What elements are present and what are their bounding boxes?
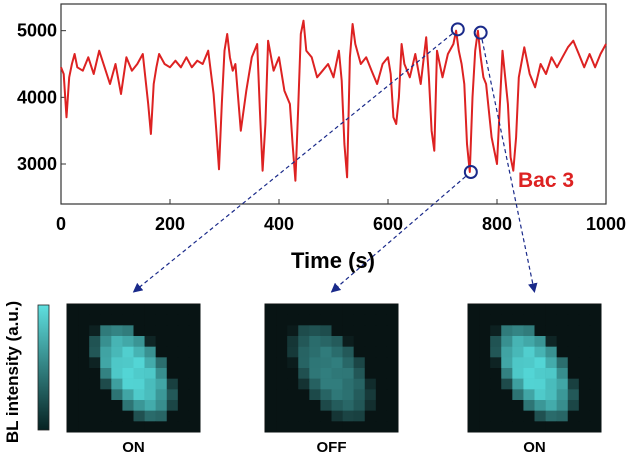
connector-arrow [330, 176, 466, 293]
intensity-colorbar [37, 304, 50, 431]
connector-arrow [132, 33, 453, 293]
highlight-marker [450, 22, 465, 37]
x-tick-label: 800 [482, 214, 512, 234]
bacterium-panel-3: ON [467, 303, 602, 456]
x-axis-label: Time (s) [291, 248, 375, 273]
bacteria-panels: ON OFF ON [66, 303, 602, 456]
y-tick-label: 5000 [17, 21, 57, 41]
y-tick-label: 4000 [17, 87, 57, 107]
y-axis-ticks: 3000 4000 5000 [17, 21, 66, 174]
panel-state-label: ON [122, 439, 145, 456]
highlighted-markers [450, 22, 488, 179]
plot-frame [60, 3, 607, 205]
bacterium-panel-2: OFF [264, 303, 399, 456]
series-line [60, 19, 607, 182]
highlight-marker [473, 25, 488, 40]
y-tick-label: 3000 [17, 154, 57, 174]
highlight-marker [463, 165, 478, 179]
intensity-axis-label: BL intensity (a.u.) [3, 301, 22, 443]
bacterium-panel-1: ON [66, 303, 201, 456]
panel-state-label: OFF [317, 439, 347, 456]
x-tick-label: 1000 [586, 214, 626, 234]
x-tick-label: 600 [373, 214, 403, 234]
x-tick-label: 0 [56, 214, 66, 234]
connector-arrows [132, 33, 538, 293]
x-tick-label: 200 [155, 214, 185, 234]
connector-arrow [481, 39, 538, 293]
x-axis-ticks: 0 200 400 600 800 1000 [56, 199, 626, 234]
x-tick-label: 400 [264, 214, 294, 234]
series-annotation: Bac 3 [518, 169, 574, 192]
panel-state-label: ON [523, 439, 546, 456]
